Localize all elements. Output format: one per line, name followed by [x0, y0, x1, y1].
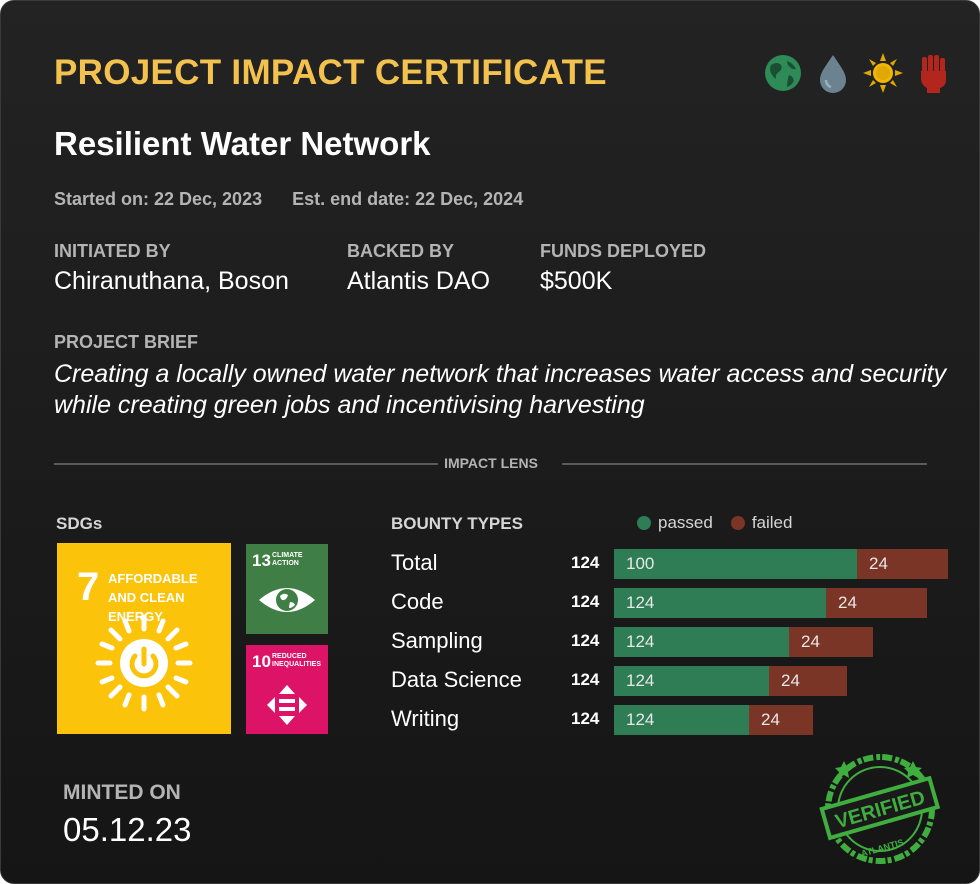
water-drop-icon: [813, 51, 853, 95]
bounty-row-bar: 124 24: [614, 588, 927, 618]
impact-lens-divider-right: [562, 463, 927, 465]
bounty-row-bar: 124 24: [614, 666, 847, 696]
impact-icons: [763, 51, 953, 95]
funds-deployed: FUNDS DEPLOYED $500K: [540, 241, 706, 296]
verified-stamp: VERIFIED ATLANTIS: [818, 751, 948, 871]
sdg-13-number: 13: [252, 551, 271, 570]
passed-segment: 124: [614, 705, 749, 735]
bounty-row: Data Science 124 124 24: [391, 665, 961, 696]
bounty-row: Total 124 100 24: [391, 548, 961, 579]
failed-segment: 24: [857, 549, 948, 579]
impact-lens-label: IMPACT LENS: [444, 455, 538, 471]
bounty-row: Sampling 124 124 24: [391, 626, 961, 657]
legend-failed: failed: [730, 513, 793, 533]
sdg-10-title: REDUCED INEQUALITIES: [272, 653, 322, 668]
failed-segment: 24: [789, 627, 873, 657]
failed-segment: 24: [749, 705, 813, 735]
initiated-by: INITIATED BY Chiranuthana, Boson: [54, 241, 289, 296]
bounty-row-name: Data Science: [391, 667, 522, 692]
failed-segment: 24: [826, 588, 927, 618]
eye-globe-icon: [259, 588, 315, 612]
bounty-row-total: 124: [571, 592, 600, 611]
legend-failed-label: failed: [751, 513, 793, 532]
minted-on-label: MINTED ON: [63, 781, 181, 804]
globe-icon: [763, 51, 803, 95]
funds-deployed-label: FUNDS DEPLOYED: [540, 241, 707, 261]
sdg-7-title: AFFORDABLE AND CLEAN ENERGY: [108, 571, 198, 624]
sdg-10-number: 10: [252, 652, 271, 671]
minted-on-date: 05.12.23: [63, 811, 192, 848]
power-sun-icon: [95, 614, 193, 712]
bounty-row-name: Total: [391, 550, 438, 575]
impact-lens-divider-left: [54, 463, 438, 465]
passed-segment: 124: [614, 588, 826, 618]
bounty-row-bar: 124 24: [614, 705, 813, 735]
passed-dot-icon: [637, 516, 651, 530]
raised-fist-icon: [913, 51, 953, 95]
project-brief-label: PROJECT BRIEF: [54, 332, 199, 352]
backed-by: BACKED BY Atlantis DAO: [347, 241, 490, 296]
legend-passed-label: passed: [658, 513, 713, 532]
failed-segment: 24: [769, 666, 847, 696]
bounty-row-name: Writing: [391, 706, 460, 731]
sdg-7-tile: 7 AFFORDABLE AND CLEAN ENERGY: [57, 543, 231, 734]
legend-passed: passed: [637, 513, 713, 533]
bounty-row-total: 124: [571, 670, 600, 689]
sun-icon: [863, 51, 903, 95]
sdg-13-title: CLIMATE ACTION: [272, 552, 303, 567]
bounty-row-total: 124: [571, 631, 600, 650]
bounty-row-bar: 124 24: [614, 627, 873, 657]
backed-by-label: BACKED BY: [347, 241, 455, 261]
passed-segment: 124: [614, 666, 769, 696]
sdgs-label: SDGs: [56, 514, 103, 533]
bounty-row: Writing 124 124 24: [391, 704, 961, 735]
start-date: Started on: 22 Dec, 2023: [54, 189, 263, 209]
bounty-legend: passed failed: [637, 513, 810, 533]
equality-arrows-icon: [267, 685, 307, 725]
bounty-types-label: BOUNTY TYPES: [391, 514, 523, 533]
bounty-row-total: 124: [571, 553, 600, 572]
passed-segment: 100: [614, 549, 857, 579]
project-dates: Started on: 22 Dec, 2023 Est. end date: 2…: [54, 189, 523, 210]
certificate-title: PROJECT IMPACT CERTIFICATE: [54, 53, 607, 92]
initiated-by-label: INITIATED BY: [54, 241, 171, 261]
project-brief-text: Creating a locally owned water network t…: [54, 360, 947, 419]
bounty-row: Code 124 124 24: [391, 587, 961, 618]
backed-by-value: Atlantis DAO: [347, 267, 491, 295]
bounty-row-name: Code: [391, 589, 444, 614]
sdg-7-number: 7: [77, 565, 100, 609]
end-date: Est. end date: 22 Dec, 2024: [292, 189, 524, 209]
project-name: Resilient Water Network: [54, 125, 431, 162]
passed-segment: 124: [614, 627, 789, 657]
initiated-by-value: Chiranuthana, Boson: [54, 267, 289, 295]
funds-deployed-value: $500K: [540, 267, 613, 295]
bounty-row-total: 124: [571, 709, 600, 728]
bounty-row-bar: 100 24: [614, 549, 948, 579]
bounty-row-name: Sampling: [391, 628, 483, 653]
sdg-10-tile: 10 REDUCED INEQUALITIES: [246, 645, 328, 734]
sdg-13-tile: 13 CLIMATE ACTION: [246, 544, 328, 634]
failed-dot-icon: [730, 516, 745, 530]
